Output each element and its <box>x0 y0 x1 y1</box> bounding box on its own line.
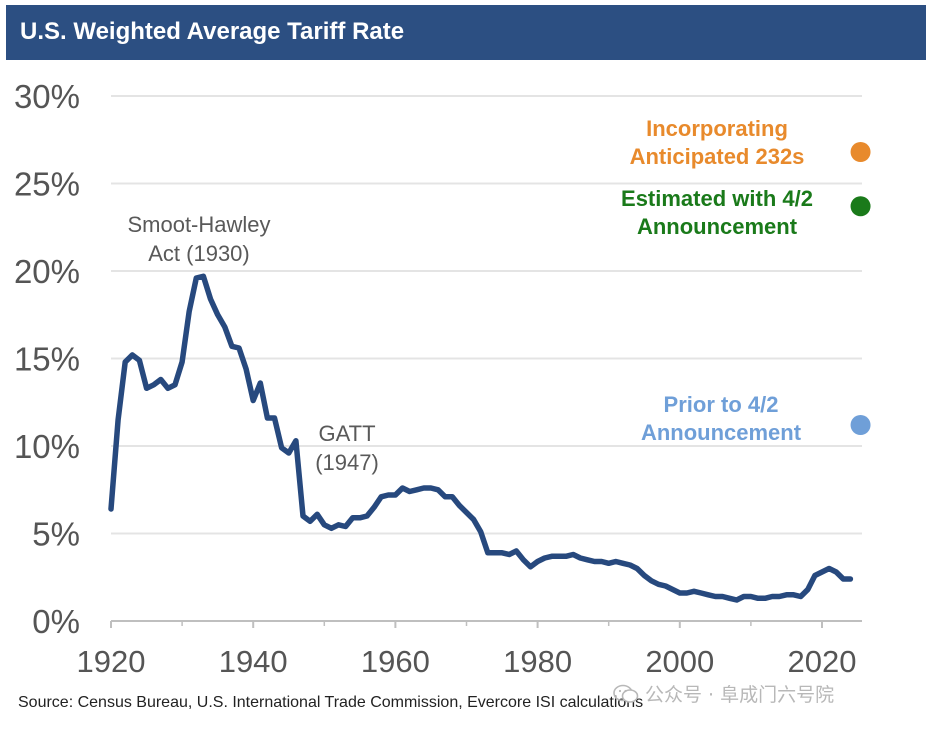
watermark: 公众号 · 阜成门六号院 <box>613 680 834 707</box>
y-tick-label: 15% <box>14 341 80 378</box>
y-tick-label: 25% <box>14 166 80 203</box>
annotation-label: (1947) <box>315 450 379 475</box>
x-tick-label: 1920 <box>77 644 146 679</box>
title-bar: U.S. Weighted Average Tariff Rate <box>6 5 926 60</box>
estimate-point <box>850 196 871 217</box>
x-tick-label: 1980 <box>503 644 572 679</box>
watermark-text: 公众号 · 阜成门六号院 <box>645 684 835 706</box>
annotation-label: Smoot-Hawley <box>127 212 270 237</box>
annotation-label: GATT <box>318 421 375 446</box>
x-tick-label: 2020 <box>788 644 857 679</box>
axes: 0% 5% 10% 15% 20% 25% 30% 1920 1940 1960 1980 2000 2… <box>14 78 862 679</box>
y-tick-label: 0% <box>32 603 80 640</box>
estimate-point-label: Announcement <box>637 214 798 239</box>
y-tick-label: 10% <box>14 428 80 465</box>
estimate-point <box>850 142 871 162</box>
estimate-points: Incorporating Anticipated 232s Estimated w… <box>621 116 871 445</box>
estimate-point-label: Incorporating <box>646 116 788 141</box>
source-note: Source: Census Bureau, U.S. Internationa… <box>18 694 644 711</box>
y-tick-label: 30% <box>14 78 80 115</box>
y-tick-label: 20% <box>14 253 80 290</box>
chart-title: U.S. Weighted Average Tariff Rate <box>20 18 405 45</box>
estimate-point <box>850 415 871 435</box>
estimate-point-label: Anticipated 232s <box>630 144 805 169</box>
x-tick-label: 1940 <box>219 644 288 679</box>
estimate-point-label: Prior to 4/2 <box>664 392 779 417</box>
x-tick-label: 2000 <box>645 644 714 679</box>
series-layer <box>108 273 854 603</box>
annotation-label: Act (1930) <box>148 241 250 266</box>
gridlines <box>111 95 862 535</box>
estimate-point-label: Announcement <box>641 420 802 445</box>
annotations: Smoot-Hawley Act (1930) GATT (1947) <box>127 212 378 475</box>
wechat-icon <box>613 684 639 703</box>
y-tick-label: 5% <box>32 516 80 553</box>
x-tick-label: 1960 <box>361 644 430 679</box>
tariff-rate-line <box>108 273 854 603</box>
estimate-point-label: Estimated with 4/2 <box>621 186 813 211</box>
